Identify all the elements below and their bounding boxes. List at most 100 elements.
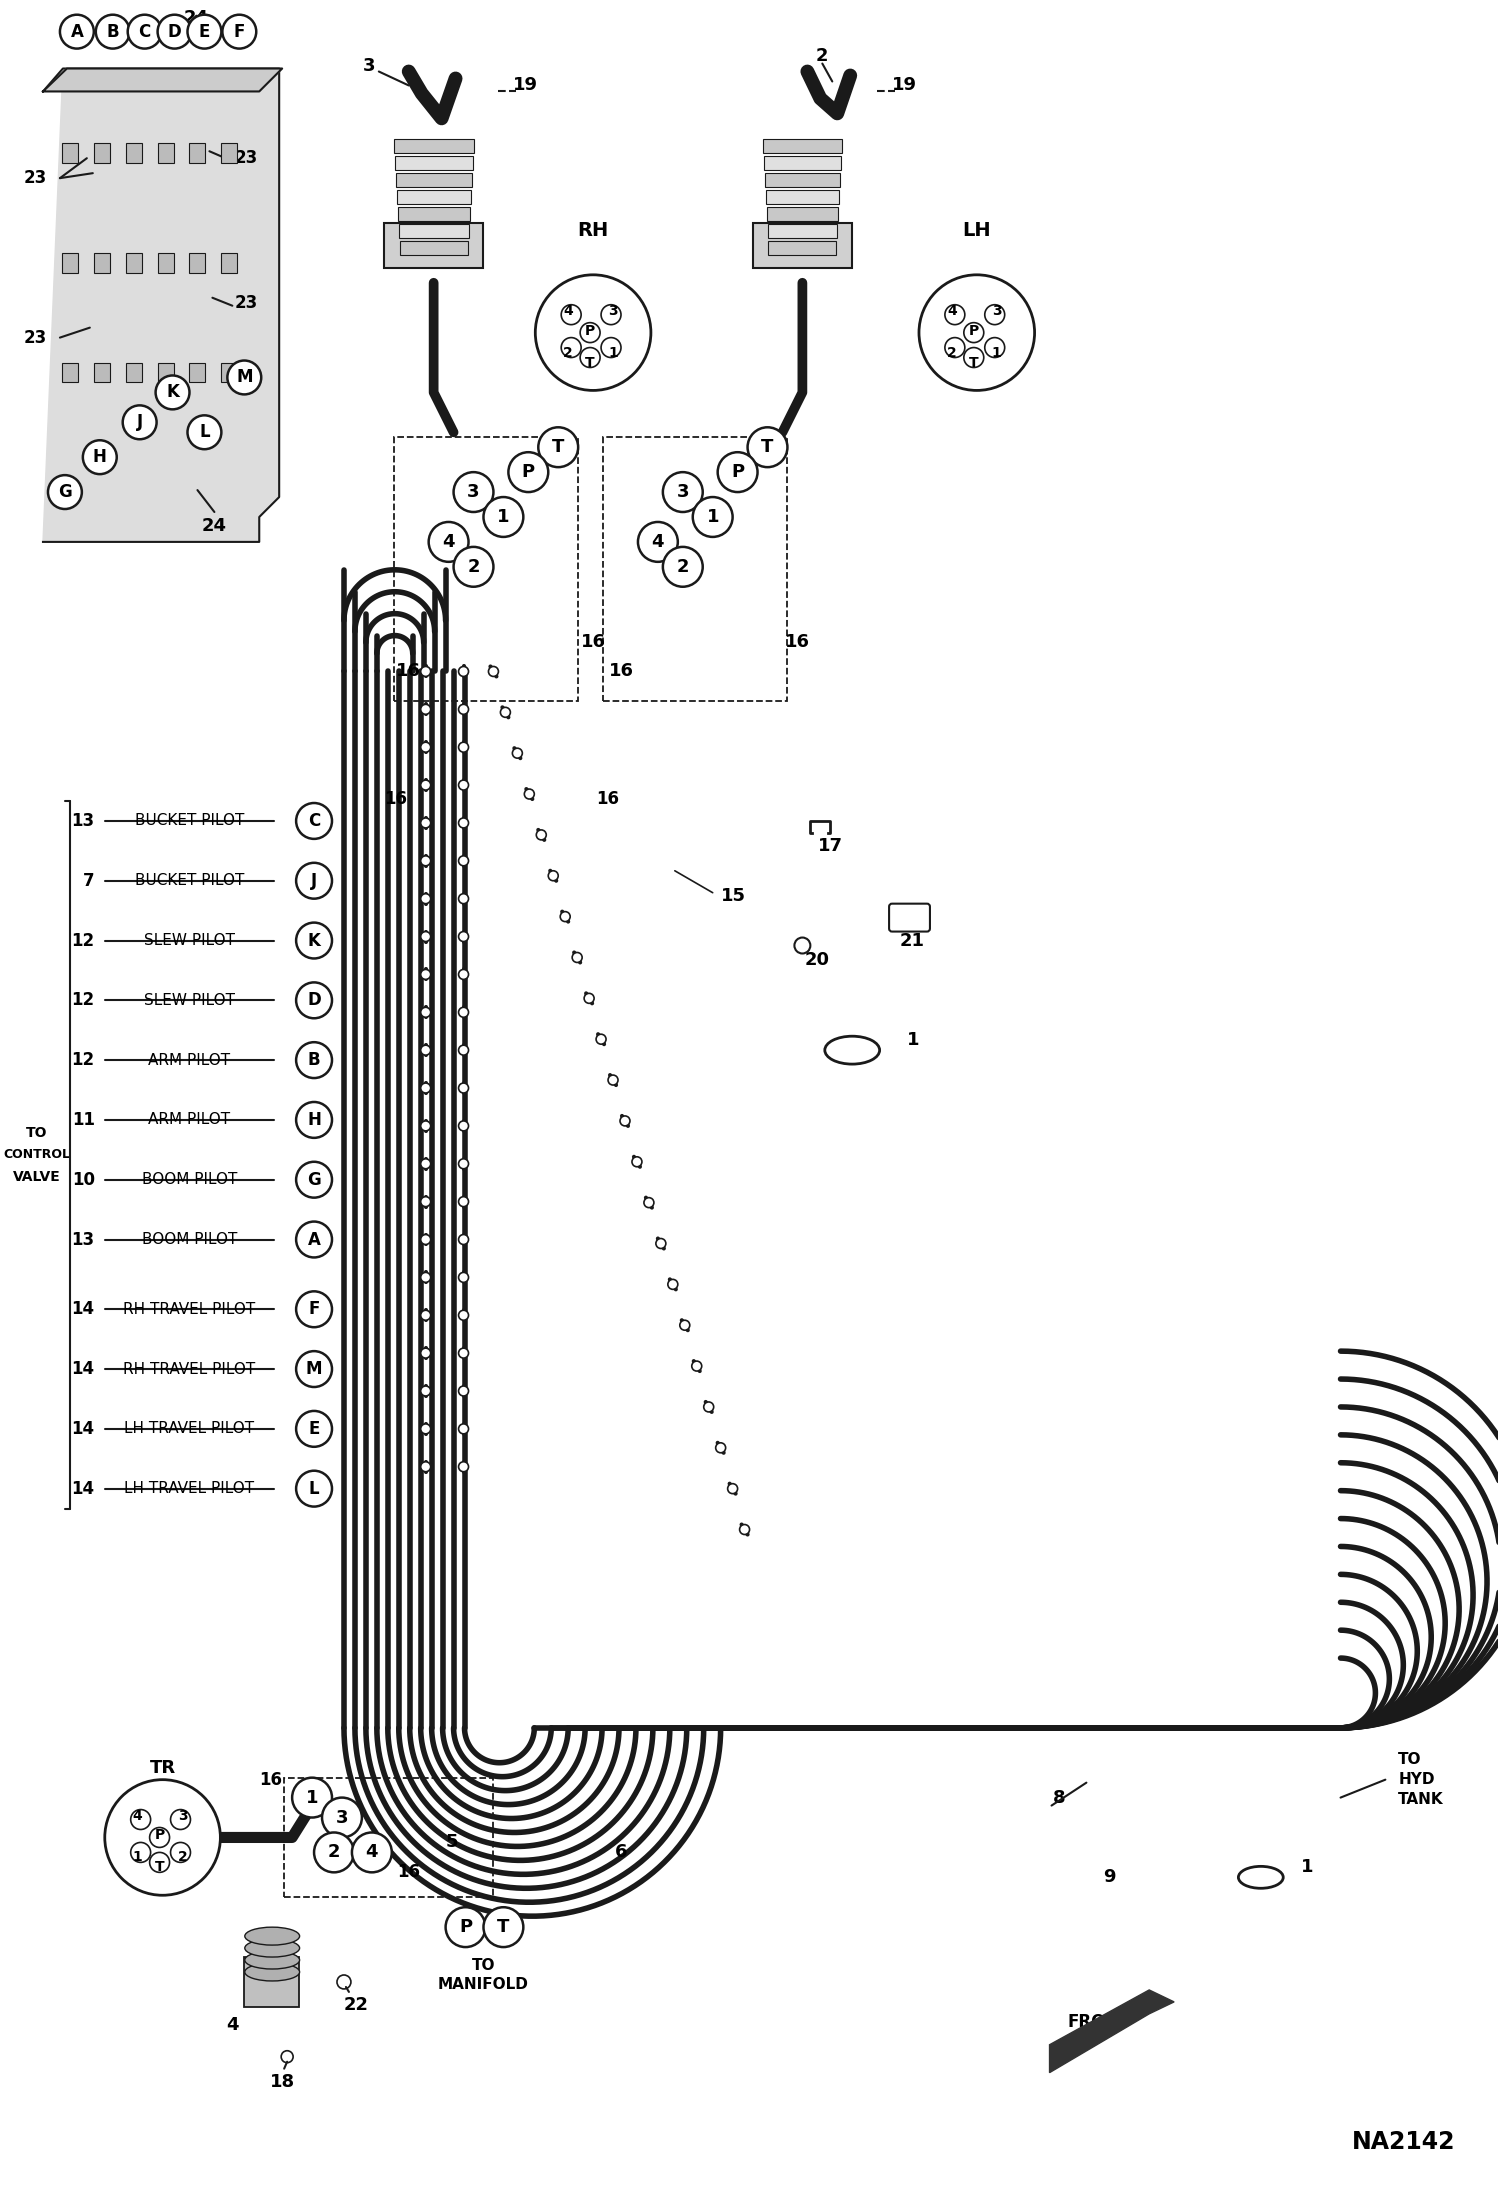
Bar bbox=[764, 156, 842, 171]
Circle shape bbox=[228, 360, 261, 395]
Text: 1: 1 bbox=[133, 1851, 142, 1864]
Circle shape bbox=[428, 522, 469, 561]
Text: 1: 1 bbox=[497, 509, 509, 526]
Text: T: T bbox=[497, 1919, 509, 1936]
Text: B: B bbox=[106, 22, 118, 42]
Circle shape bbox=[105, 1781, 220, 1895]
Text: 1: 1 bbox=[1300, 1857, 1314, 1877]
Circle shape bbox=[512, 748, 523, 759]
Circle shape bbox=[458, 1046, 469, 1055]
Text: G: G bbox=[307, 1171, 321, 1189]
Text: RH TRAVEL PILOT: RH TRAVEL PILOT bbox=[123, 1362, 256, 1377]
Circle shape bbox=[421, 1309, 430, 1320]
Bar bbox=[189, 362, 205, 382]
Text: M: M bbox=[237, 368, 253, 386]
Bar bbox=[126, 362, 142, 382]
Text: 17: 17 bbox=[818, 838, 843, 855]
Text: 3: 3 bbox=[363, 57, 374, 75]
Text: T: T bbox=[586, 355, 595, 368]
Circle shape bbox=[945, 338, 965, 357]
Bar bbox=[157, 143, 174, 162]
Circle shape bbox=[421, 969, 430, 980]
Text: 4: 4 bbox=[947, 303, 957, 318]
Circle shape bbox=[458, 1309, 469, 1320]
Circle shape bbox=[421, 1235, 430, 1243]
Circle shape bbox=[421, 1386, 430, 1397]
Bar bbox=[383, 224, 484, 268]
Text: TO: TO bbox=[1398, 1752, 1422, 1768]
Circle shape bbox=[297, 1472, 333, 1507]
Text: 22: 22 bbox=[343, 1996, 369, 2013]
Circle shape bbox=[562, 338, 581, 357]
Circle shape bbox=[454, 546, 493, 588]
Circle shape bbox=[524, 789, 535, 798]
Circle shape bbox=[484, 1908, 523, 1947]
Text: 3: 3 bbox=[992, 303, 1002, 318]
Bar bbox=[398, 224, 469, 239]
Bar bbox=[285, 1779, 493, 1897]
Text: 13: 13 bbox=[72, 1230, 94, 1248]
Circle shape bbox=[150, 1853, 169, 1873]
Circle shape bbox=[297, 1042, 333, 1079]
Circle shape bbox=[458, 855, 469, 866]
Circle shape bbox=[638, 522, 677, 561]
Text: 4: 4 bbox=[226, 2015, 238, 2033]
Text: 2: 2 bbox=[677, 557, 689, 577]
Circle shape bbox=[421, 1007, 430, 1018]
Circle shape bbox=[421, 1197, 430, 1206]
Text: M: M bbox=[306, 1360, 322, 1377]
Text: SLEW PILOT: SLEW PILOT bbox=[144, 993, 235, 1009]
Polygon shape bbox=[43, 68, 279, 542]
Circle shape bbox=[292, 1779, 333, 1818]
Circle shape bbox=[458, 1349, 469, 1357]
Text: TR: TR bbox=[150, 1759, 175, 1776]
Bar bbox=[765, 191, 839, 204]
Bar bbox=[189, 252, 205, 272]
Circle shape bbox=[297, 1292, 333, 1327]
Text: T: T bbox=[553, 439, 565, 456]
Text: 24: 24 bbox=[202, 518, 226, 535]
Circle shape bbox=[297, 1222, 333, 1257]
Circle shape bbox=[536, 829, 547, 840]
Circle shape bbox=[458, 741, 469, 752]
Circle shape bbox=[918, 274, 1035, 390]
Circle shape bbox=[632, 1156, 643, 1167]
Text: 16: 16 bbox=[596, 789, 620, 807]
Circle shape bbox=[680, 1320, 689, 1331]
Text: 2: 2 bbox=[947, 346, 957, 360]
Text: P: P bbox=[154, 1829, 165, 1842]
Bar bbox=[61, 252, 78, 272]
Circle shape bbox=[538, 428, 578, 467]
Text: 1: 1 bbox=[707, 509, 719, 526]
Circle shape bbox=[656, 1239, 665, 1248]
Text: 9: 9 bbox=[1103, 1868, 1116, 1886]
Circle shape bbox=[127, 15, 162, 48]
Bar bbox=[752, 224, 852, 268]
Text: 18: 18 bbox=[270, 2072, 295, 2090]
Circle shape bbox=[297, 1410, 333, 1447]
Text: 2: 2 bbox=[328, 1844, 340, 1862]
Bar bbox=[61, 362, 78, 382]
Polygon shape bbox=[1050, 1989, 1174, 2072]
Circle shape bbox=[580, 322, 601, 342]
Text: CONTROL: CONTROL bbox=[3, 1149, 70, 1162]
Circle shape bbox=[96, 15, 130, 48]
Bar bbox=[61, 143, 78, 162]
Bar bbox=[94, 362, 109, 382]
Circle shape bbox=[421, 704, 430, 715]
Bar bbox=[244, 1956, 300, 2007]
Circle shape bbox=[560, 912, 571, 921]
Text: T: T bbox=[154, 1860, 165, 1875]
Text: VALVE: VALVE bbox=[13, 1169, 61, 1184]
Circle shape bbox=[620, 1116, 631, 1125]
Text: RH TRAVEL PILOT: RH TRAVEL PILOT bbox=[123, 1303, 256, 1316]
Circle shape bbox=[421, 1121, 430, 1132]
Circle shape bbox=[662, 471, 703, 511]
Text: 12: 12 bbox=[72, 932, 94, 950]
Circle shape bbox=[644, 1197, 655, 1208]
Text: 1: 1 bbox=[306, 1789, 318, 1807]
Text: TO: TO bbox=[27, 1125, 48, 1140]
Circle shape bbox=[692, 1362, 701, 1371]
Circle shape bbox=[508, 452, 548, 491]
Circle shape bbox=[421, 741, 430, 752]
